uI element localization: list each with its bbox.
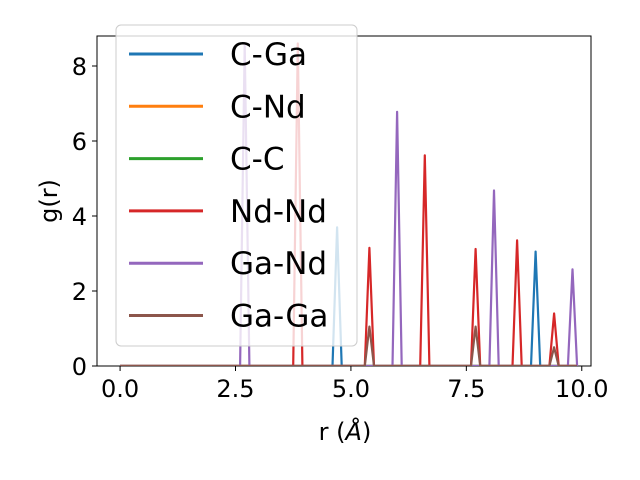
- y-tick-label: 2: [72, 278, 87, 306]
- y-axis-label: g(r): [35, 179, 63, 223]
- series-line-ga-ga: [120, 325, 578, 366]
- x-tick-label: 7.5: [447, 375, 485, 403]
- y-tick-label: 6: [72, 128, 87, 156]
- legend-label: C-C: [230, 142, 284, 178]
- x-tick-label: 0.0: [101, 375, 139, 403]
- legend-label: Ga-Nd: [230, 246, 327, 282]
- legend-label: Ga-Ga: [230, 299, 328, 335]
- legend-label: C-Nd: [230, 89, 306, 125]
- x-tick-label: 2.5: [216, 375, 254, 403]
- legend-label: Nd-Nd: [230, 194, 327, 230]
- x-axis-ticks: 0.0 2.5 5.0 7.5 10.0: [101, 366, 608, 403]
- y-tick-label: 0: [72, 353, 87, 381]
- y-tick-label: 4: [72, 203, 87, 231]
- legend-label: C-Ga: [230, 37, 307, 73]
- legend: C-Ga C-Nd C-C Nd-Nd Ga-Nd Ga-Ga: [115, 24, 358, 347]
- y-tick-label: 8: [72, 53, 87, 81]
- y-axis-ticks: 0 2 4 6 8: [72, 53, 97, 381]
- x-axis-label: r (Å): [319, 417, 372, 446]
- x-tick-label: 10.0: [555, 375, 608, 403]
- x-tick-label: 5.0: [332, 375, 370, 403]
